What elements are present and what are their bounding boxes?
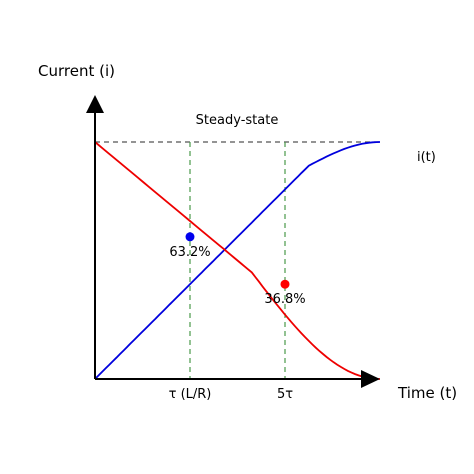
steady-state-label: Steady-state [196,113,279,128]
y-axis-label: Current (i) [38,62,115,80]
series-label-i-t: i(t) [417,150,436,165]
markers [185,232,290,289]
x-axis-arrowhead [361,370,380,388]
series-line-0 [94,141,381,380]
y-axis-arrowhead [86,95,104,113]
point-label-63: 63.2% [169,245,210,260]
point-label-36: 36.8% [264,292,305,307]
curves [94,141,381,380]
marker-point-0 [185,232,195,242]
reference-lines [95,141,380,379]
axes [86,95,380,388]
series-line-1 [94,141,381,380]
marker-point-1 [280,279,290,289]
x-tick-label-tau: τ (L/R) [169,387,212,402]
x-axis-label: Time (t) [397,384,457,402]
x-tick-label-5tau: 5τ [277,387,293,402]
